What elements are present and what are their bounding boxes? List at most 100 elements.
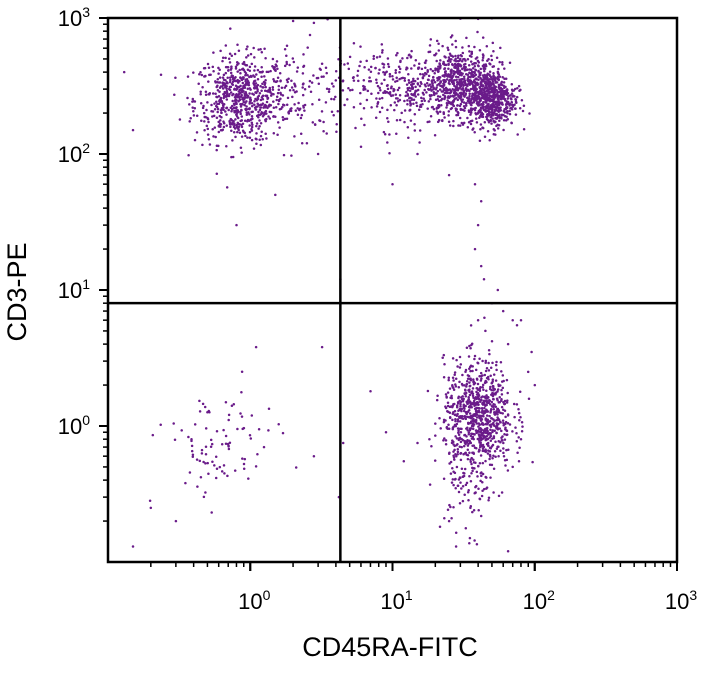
data-point: [190, 449, 194, 453]
data-point: [472, 452, 476, 456]
data-point: [259, 134, 263, 138]
data-point: [233, 469, 237, 472]
data-point: [395, 76, 398, 79]
data-point: [477, 425, 480, 428]
data-point: [254, 108, 258, 111]
data-point: [248, 102, 251, 105]
data-point: [470, 108, 473, 112]
data-point: [226, 474, 229, 478]
data-point: [459, 481, 462, 484]
data-point: [475, 422, 479, 425]
data-point: [468, 390, 471, 393]
data-point: [195, 458, 199, 461]
data-point: [470, 472, 473, 475]
data-point: [244, 94, 248, 97]
data-point: [424, 66, 427, 69]
data-point: [475, 121, 479, 124]
data-point: [425, 91, 428, 94]
data-point: [508, 102, 511, 106]
data-point: [484, 379, 487, 383]
data-point: [428, 437, 431, 441]
data-point: [435, 398, 439, 402]
data-point: [427, 100, 431, 103]
data-point: [456, 427, 460, 430]
data-point: [224, 56, 227, 60]
data-point: [462, 409, 466, 413]
data-point: [257, 110, 260, 114]
data-point: [490, 114, 493, 117]
data-point: [243, 84, 247, 87]
data-point: [471, 101, 474, 105]
data-point: [376, 84, 380, 88]
data-point: [219, 85, 223, 88]
data-point: [278, 126, 281, 129]
data-point: [362, 107, 366, 110]
data-point: [519, 415, 522, 419]
data-point: [375, 81, 378, 85]
data-point: [515, 440, 519, 443]
data-point: [244, 96, 247, 99]
data-point: [232, 130, 236, 134]
data-point: [485, 486, 489, 489]
data-point: [414, 85, 417, 89]
data-point: [474, 485, 477, 489]
data-point: [426, 389, 430, 393]
data-point: [452, 104, 456, 108]
data-point: [299, 132, 303, 136]
data-point: [294, 85, 297, 88]
data-point: [481, 385, 484, 389]
data-point: [502, 451, 505, 455]
data-point: [225, 186, 229, 189]
data-point: [416, 77, 420, 80]
data-point: [189, 117, 192, 120]
data-point: [428, 44, 432, 47]
data-point: [386, 116, 389, 120]
data-point: [332, 85, 335, 88]
data-point: [457, 490, 461, 494]
data-point: [245, 47, 248, 51]
data-point: [240, 415, 244, 418]
data-point: [215, 467, 219, 471]
data-point: [494, 363, 498, 367]
data-point: [246, 54, 250, 57]
data-point: [486, 130, 490, 133]
data-point: [486, 82, 489, 85]
data-point: [242, 467, 246, 470]
data-point: [452, 483, 455, 487]
data-point: [206, 133, 210, 136]
data-point: [421, 102, 424, 106]
data-point: [481, 74, 485, 77]
data-point: [481, 359, 484, 363]
data-point: [204, 93, 208, 96]
data-point: [243, 131, 247, 135]
data-point: [477, 464, 480, 468]
data-point: [275, 80, 279, 83]
data-point: [453, 448, 456, 452]
data-point: [442, 87, 446, 91]
data-point: [242, 462, 246, 466]
data-point: [199, 475, 203, 479]
data-point: [482, 277, 486, 281]
data-point: [483, 67, 487, 70]
data-point: [415, 89, 418, 93]
data-point: [478, 139, 482, 143]
data-point: [472, 458, 475, 461]
data-point: [496, 399, 499, 402]
data-point: [465, 481, 469, 485]
data-point: [475, 77, 478, 81]
data-point: [456, 68, 459, 72]
data-point: [492, 454, 495, 457]
data-point: [454, 385, 458, 388]
data-point: [482, 80, 485, 83]
data-point: [508, 109, 511, 113]
data-point: [256, 68, 260, 72]
data-point: [293, 90, 297, 94]
x-tick-label: 103: [665, 587, 697, 614]
data-point: [461, 398, 465, 402]
data-point: [208, 92, 212, 95]
data-point: [226, 66, 230, 69]
data-point: [455, 437, 459, 440]
data-point: [458, 445, 462, 448]
data-point: [508, 112, 512, 116]
data-point: [335, 123, 338, 126]
